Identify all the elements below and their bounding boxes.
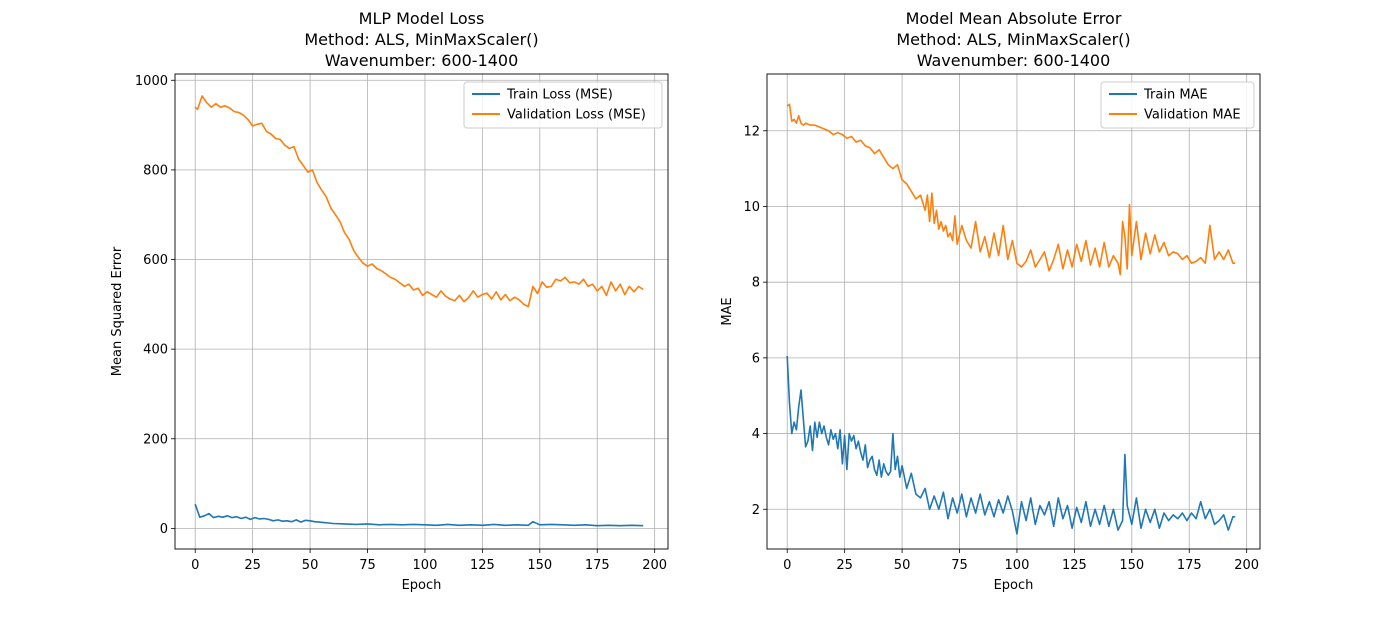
x-tick-label: 50 [302,558,319,573]
chart-title-line: Wavenumber: 600-1400 [325,51,519,70]
series-line-2 [194,95,644,308]
x-tick-label: 125 [470,558,495,573]
y-tick-label: 6 [752,351,760,366]
legend: Train Loss (MSE) Validation Loss (MSE) [463,81,663,129]
y-tick-label: 10 [743,200,760,215]
plot-frame [174,73,669,550]
x-tick-label: 25 [244,558,261,573]
y-tick-label: 200 [143,432,168,447]
grid [767,74,1260,549]
chart-1: MLP Model Loss Method: ALS, MinMaxScaler(… [110,9,669,593]
y-tick-label: 1000 [135,74,168,89]
chart-title-line: MLP Model Loss [359,9,485,28]
chart-title-line: Model Mean Absolute Error [906,9,1122,28]
y-tick-label: 12 [743,124,760,139]
plot-frame [766,73,1261,550]
y-axis-label: Mean Squared Error [110,246,125,376]
x-tick-label: 150 [1119,558,1144,573]
x-tick-label: 100 [1005,558,1030,573]
y-axis-label: MAE [720,297,735,325]
y-tick-label: 400 [143,343,168,358]
x-axis-label: Epoch [994,578,1034,593]
x-tick-label: 75 [359,558,376,573]
x-tick-label: 50 [894,558,911,573]
x-tick-label: 75 [951,558,968,573]
y-tick-label: 600 [143,253,168,268]
x-tick-label: 0 [191,558,199,573]
legend-entry: Train Loss (MSE) [506,88,613,103]
chart-title-line: Method: ALS, MinMaxScaler() [896,30,1130,49]
y-tick-label: 4 [752,427,760,442]
y-tick-label: 0 [160,522,168,537]
chart-title-line: Method: ALS, MinMaxScaler() [304,30,538,49]
x-tick-label: 175 [585,558,610,573]
x-tick-label: 175 [1177,558,1202,573]
legend-box [463,81,663,129]
legend-entry: Train MAE [1143,88,1208,103]
legend-entry: Validation Loss (MSE) [507,108,646,123]
legend-box [1100,81,1255,129]
x-tick-label: 0 [783,558,791,573]
x-tick-label: 125 [1062,558,1087,573]
x-axis-label: Epoch [402,578,442,593]
x-tick-label: 150 [527,558,552,573]
chart-2: Model Mean Absolute Error Method: ALS, Mi… [720,9,1261,593]
y-tick-label: 800 [143,163,168,178]
series-line-1 [786,355,1236,535]
x-tick-label: 25 [836,558,853,573]
series-line-1 [194,503,644,527]
y-tick-label: 2 [752,503,760,518]
grid [175,74,668,549]
x-tick-label: 100 [413,558,438,573]
y-tick-label: 8 [752,276,760,291]
x-tick-label: 200 [642,558,667,573]
chart-title-line: Wavenumber: 600-1400 [917,51,1111,70]
x-tick-label: 200 [1234,558,1259,573]
series-line-2 [786,103,1236,276]
legend-entry: Validation MAE [1144,108,1241,123]
legend: Train MAE Validation MAE [1100,81,1255,129]
